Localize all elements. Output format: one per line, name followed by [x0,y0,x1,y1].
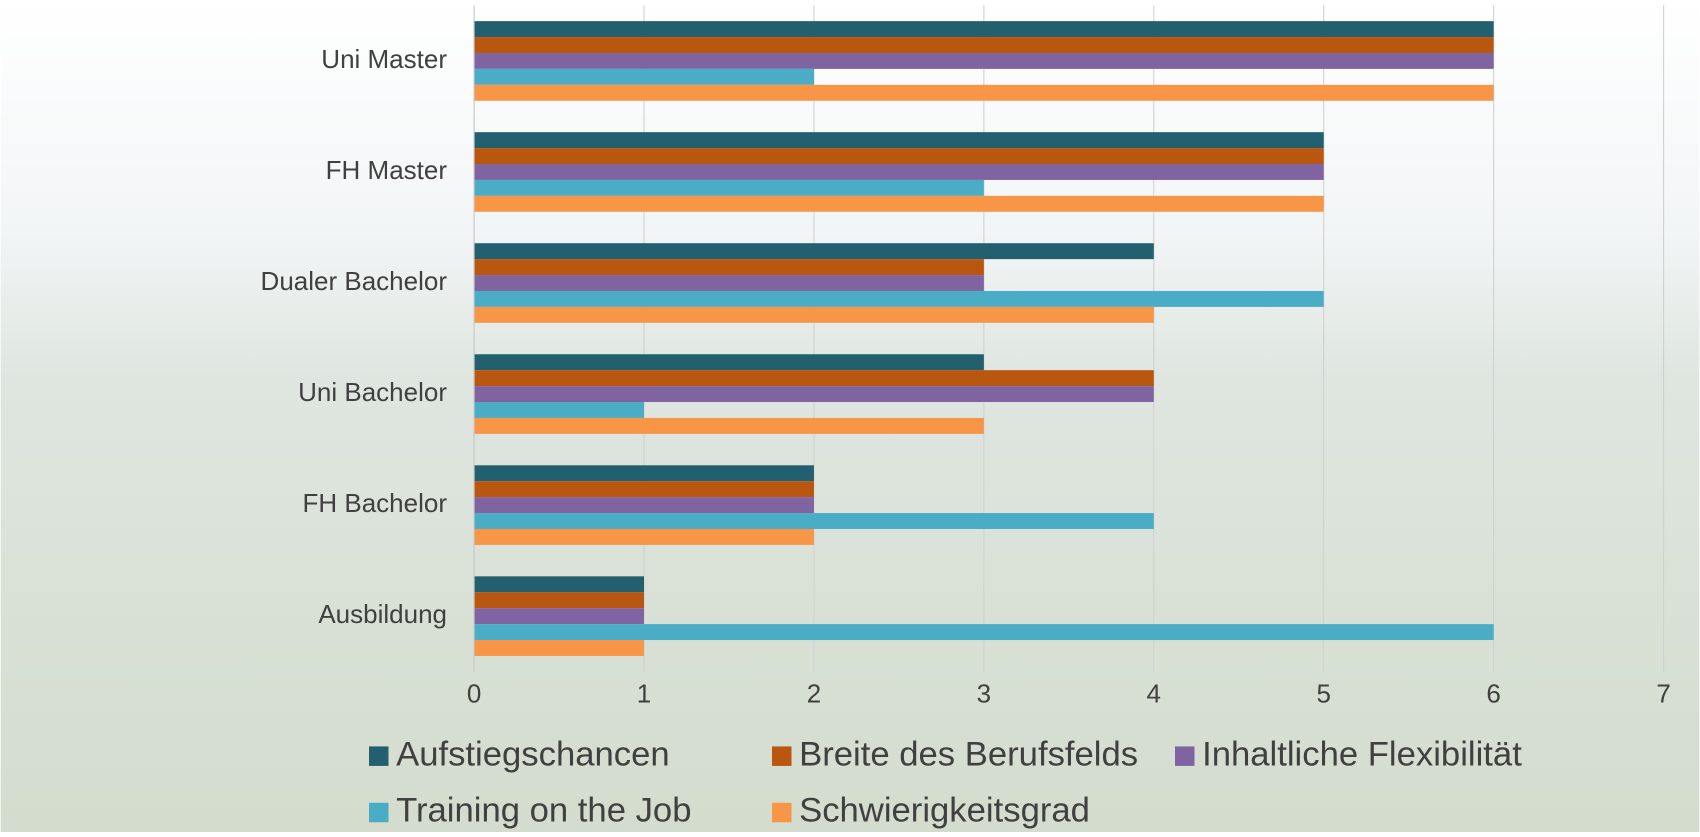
legend-label: Aufstiegschancen [396,735,670,773]
y-tick-label: Uni Master [321,44,447,74]
legend-label: Training on the Job [396,792,691,830]
bar [474,196,1324,212]
legend-label: Schwierigkeitsgrad [799,792,1090,830]
x-tick-label: 4 [1147,678,1161,708]
bar [474,148,1324,164]
bar [474,418,984,434]
bar [474,608,644,624]
legend-swatch [1175,746,1195,766]
x-tick-label: 5 [1316,678,1330,708]
bar [474,497,814,513]
bar [474,307,1154,323]
bar [474,69,814,85]
x-tick-label: 3 [977,678,991,708]
bar [474,481,814,497]
x-tick-label: 2 [807,678,821,708]
bar [474,640,644,656]
y-tick-label: Dualer Bachelor [261,266,448,296]
bar [474,53,1494,69]
legend-label: Breite des Berufsfelds [799,735,1138,773]
bar [474,576,644,592]
legend-label: Inhaltliche Flexibilität [1202,735,1522,773]
bar [474,243,1154,259]
y-tick-label: FH Master [326,155,448,185]
bar [474,259,984,275]
x-tick-label: 6 [1486,678,1500,708]
bar [474,21,1494,37]
x-tick-label: 7 [1656,678,1670,708]
bar [474,513,1154,529]
bar [474,529,814,545]
bar [474,354,984,370]
bar [474,275,984,291]
bar [474,85,1494,101]
bar [474,37,1494,53]
x-tick-label: 0 [467,678,481,708]
y-tick-label: FH Bachelor [302,488,447,518]
bar [474,465,814,481]
x-tick-label: 1 [637,678,651,708]
bar [474,402,644,418]
legend-swatch [772,803,792,823]
bar [474,291,1324,307]
chart: 0 1 2 3 4 5 6 7 Uni Master FH Master Dualer Bachel… [0,0,1700,832]
legend-swatch [369,803,389,823]
bar [474,164,1324,180]
y-tick-label: Uni Bachelor [298,377,447,407]
background [1,0,1700,832]
bar [474,180,984,196]
y-tick-label: Ausbildung [318,599,447,629]
bar [474,624,1494,640]
bar [474,132,1324,148]
legend-swatch [369,746,389,766]
bar [474,386,1154,402]
legend-swatch [772,746,792,766]
bar [474,592,644,608]
bar [474,370,1154,386]
